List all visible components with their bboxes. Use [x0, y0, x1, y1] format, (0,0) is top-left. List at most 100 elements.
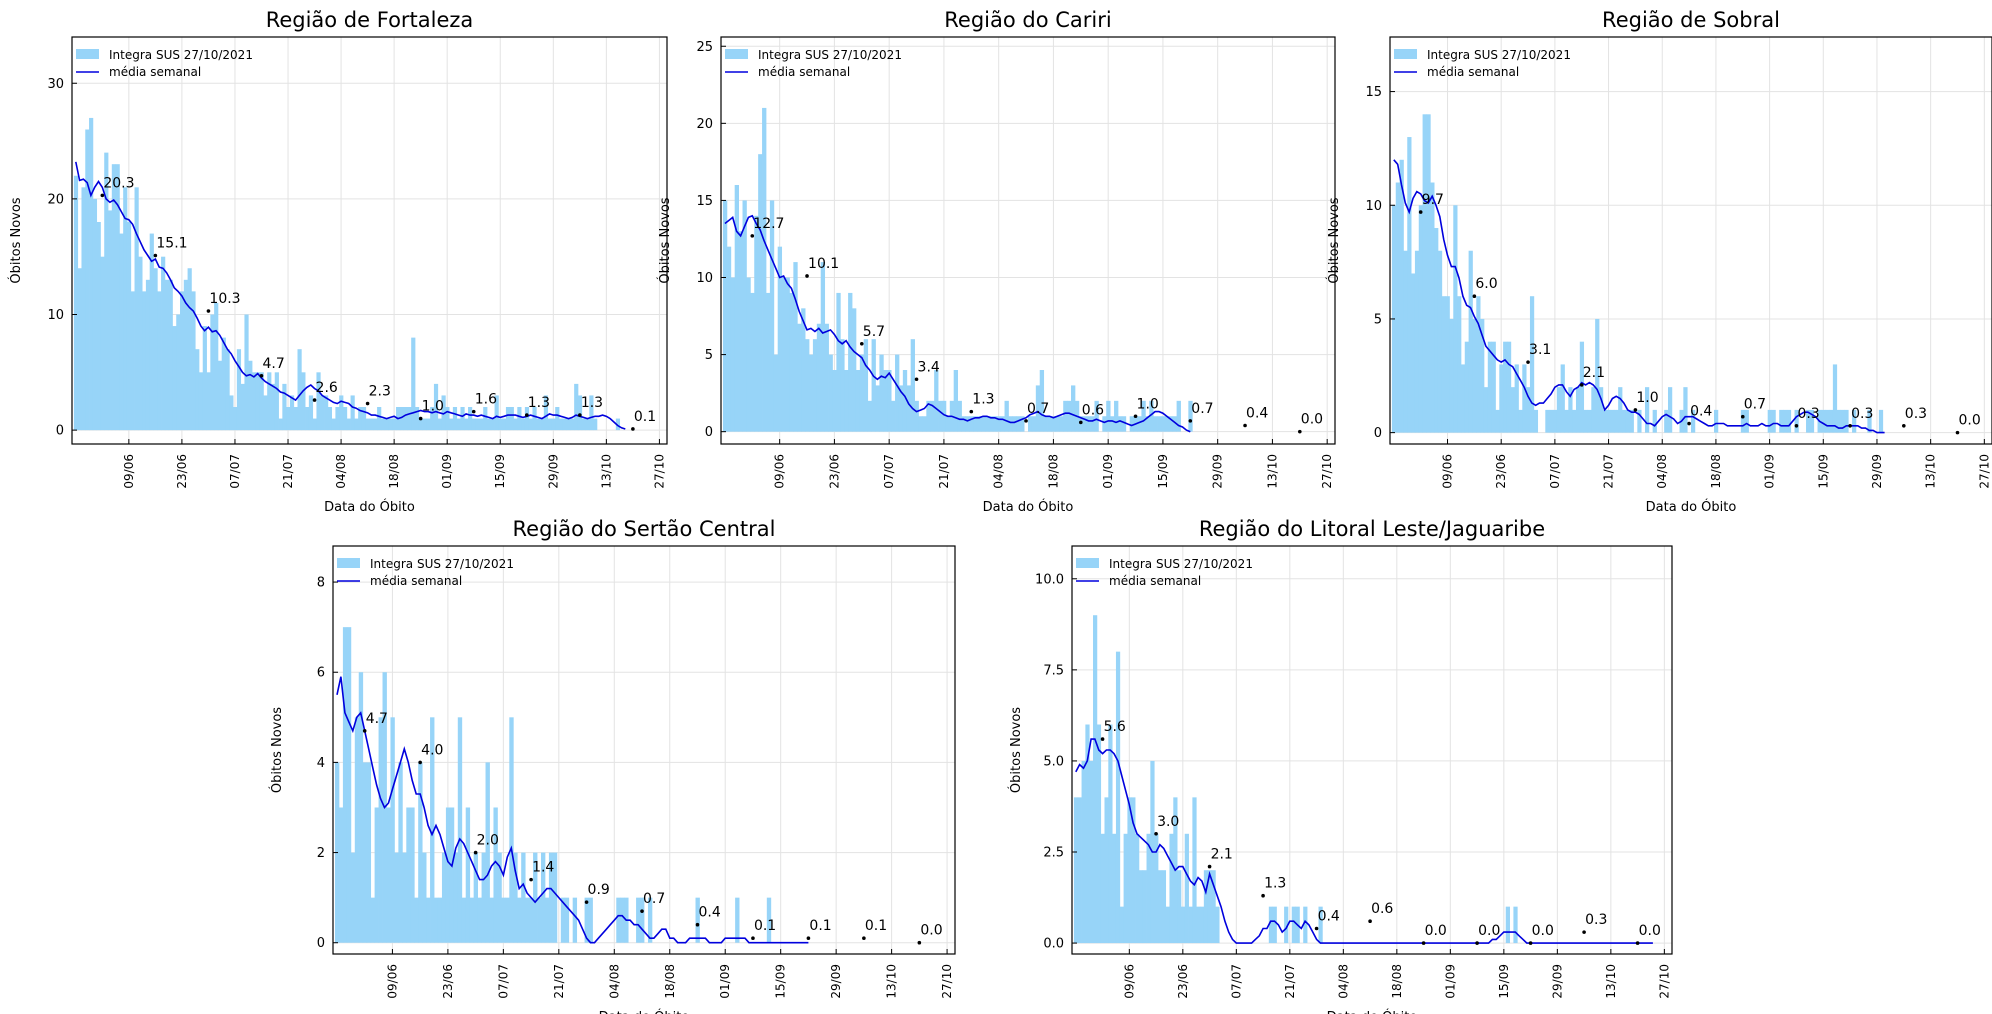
- bar: [1020, 416, 1025, 432]
- bar: [521, 852, 526, 943]
- annotation-label: 0.0: [920, 923, 942, 939]
- bar: [1867, 409, 1872, 433]
- bar: [529, 897, 534, 943]
- bar: [1399, 159, 1404, 433]
- bar: [540, 852, 546, 943]
- x-tick-label: 07/07: [228, 454, 242, 489]
- annotation-marker: [529, 877, 533, 882]
- x-tick-label: 29/09: [829, 964, 843, 999]
- annotation-marker: [1582, 930, 1586, 934]
- bar: [1207, 870, 1212, 944]
- annotation-label: 4.0: [421, 742, 443, 758]
- bar: [1495, 409, 1500, 433]
- bar: [738, 231, 743, 432]
- bar: [380, 418, 386, 431]
- annotation-marker: [859, 341, 864, 346]
- bar: [468, 407, 473, 431]
- x-tick-label: 09/06: [1122, 964, 1136, 999]
- y-tick-label: 0: [1374, 426, 1382, 441]
- x-tick-label: 04/08: [992, 454, 1006, 489]
- bar: [1157, 416, 1162, 432]
- bar: [214, 302, 219, 431]
- bar: [558, 418, 564, 431]
- x-tick-label: 29/09: [1550, 964, 1564, 999]
- annotation-label: 5.7: [863, 324, 885, 340]
- annotation-marker: [1024, 419, 1028, 423]
- bar: [615, 418, 621, 431]
- bar: [449, 807, 455, 943]
- bar: [984, 416, 990, 432]
- bar: [358, 407, 363, 431]
- annotation-marker: [1794, 424, 1799, 428]
- y-tick-label: 5: [705, 348, 713, 363]
- bar: [1200, 906, 1205, 944]
- x-tick-label: 09/06: [122, 454, 136, 489]
- bar: [735, 897, 740, 943]
- bar: [517, 897, 522, 943]
- bar: [414, 897, 419, 943]
- y-tick-label: 2: [317, 846, 325, 861]
- plot-area: [722, 107, 1193, 433]
- bar: [490, 418, 495, 431]
- bar: [85, 129, 90, 431]
- legend-bar-swatch: [725, 49, 748, 59]
- x-tick-label: 27/10: [652, 454, 666, 489]
- legend-bar-swatch: [1076, 558, 1099, 568]
- bar: [384, 418, 389, 431]
- bar: [378, 717, 383, 943]
- annotation-label: 0.1: [634, 409, 656, 425]
- annotation-label: 12.7: [753, 216, 784, 232]
- bar: [1568, 387, 1573, 433]
- bar: [1505, 906, 1510, 944]
- bar: [848, 292, 853, 432]
- bar: [335, 407, 340, 431]
- bar: [1783, 409, 1788, 433]
- chart-title: Região de Fortaleza: [266, 8, 474, 32]
- legend-label-line: média semanal: [1109, 574, 1201, 588]
- bar: [1430, 182, 1435, 433]
- bar: [1476, 296, 1481, 433]
- bar: [1437, 250, 1443, 433]
- bar: [773, 354, 779, 432]
- bar: [471, 418, 477, 431]
- bar: [1063, 400, 1068, 432]
- y-tick-label: 20: [696, 117, 713, 132]
- bar: [1000, 416, 1005, 432]
- x-tick-label: 04/08: [334, 454, 348, 489]
- bar: [286, 407, 291, 431]
- bar: [362, 762, 368, 943]
- bar: [1852, 409, 1857, 433]
- annotation-marker: [365, 401, 370, 406]
- bar: [1318, 906, 1323, 944]
- bar: [552, 852, 558, 943]
- bar: [1503, 341, 1508, 433]
- bar: [1560, 364, 1565, 433]
- bar: [1786, 409, 1792, 433]
- bar: [236, 349, 242, 431]
- bar: [1556, 387, 1562, 433]
- bar: [1844, 409, 1849, 433]
- bar: [1303, 906, 1308, 944]
- bar: [390, 717, 395, 943]
- y-tick-label: 20: [47, 192, 64, 207]
- x-tick-label: 04/08: [1655, 454, 1669, 489]
- weekly-average-line: [336, 676, 809, 944]
- plot-area: [1073, 615, 1653, 944]
- annotation-marker: [1418, 210, 1423, 214]
- bar: [346, 627, 352, 943]
- bar: [1004, 400, 1009, 432]
- x-tick-label: 04/08: [1336, 964, 1350, 999]
- annotation-marker: [1207, 864, 1212, 869]
- bar: [433, 383, 439, 431]
- x-tick-label: 13/10: [1265, 454, 1279, 489]
- y-tick-label: 30: [47, 77, 64, 92]
- bar: [426, 418, 431, 431]
- bar: [589, 395, 594, 431]
- bar: [489, 897, 494, 943]
- x-tick-label: 27/10: [1977, 454, 1991, 489]
- bar: [973, 416, 978, 432]
- x-tick-label: 09/06: [1441, 454, 1455, 489]
- bar: [758, 154, 763, 432]
- bar: [1779, 409, 1784, 433]
- chart-panel: 12.7 10.1 5.7 3.4 1.3 0.7 0.6 1.0 0.7 0.4 0.0 0 5 10 1…: [657, 8, 1336, 515]
